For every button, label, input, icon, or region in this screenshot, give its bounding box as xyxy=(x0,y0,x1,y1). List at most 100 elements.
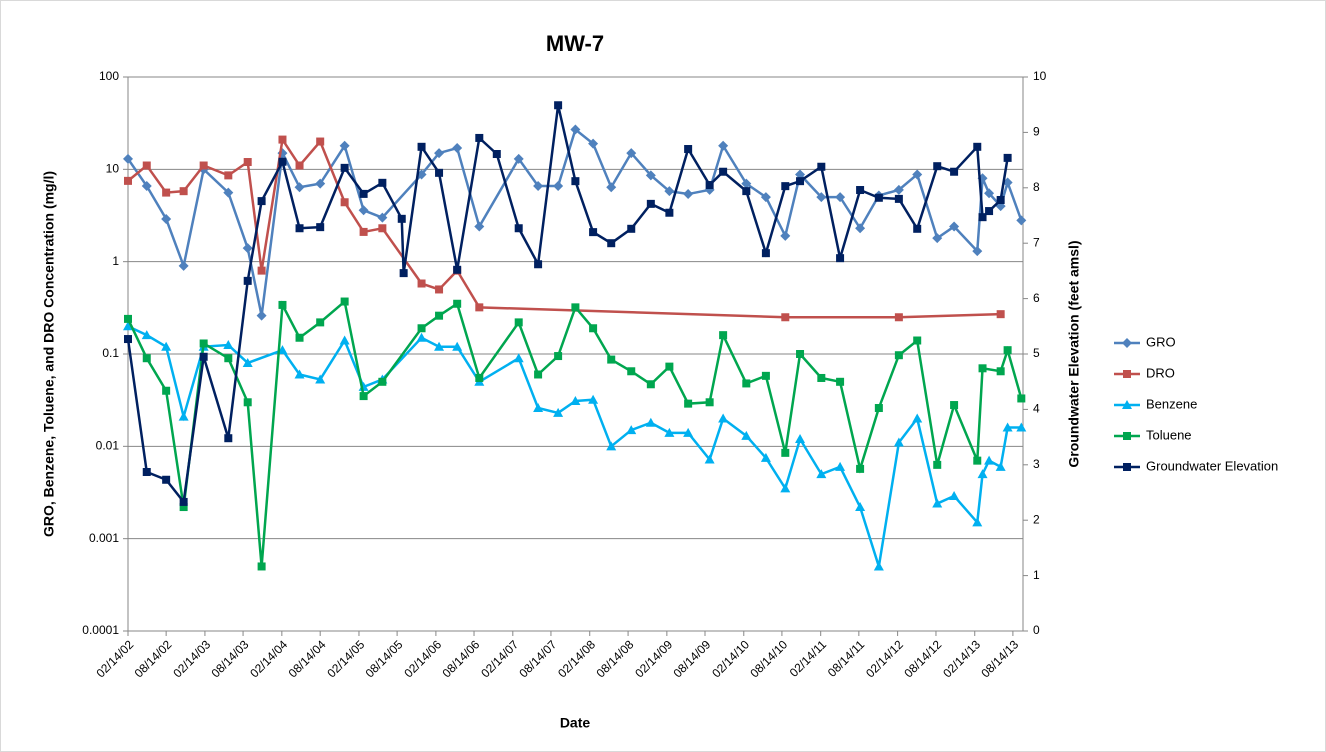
data-point xyxy=(950,401,959,410)
data-point xyxy=(932,233,943,244)
data-point xyxy=(588,138,599,149)
y2-tick-label: 6 xyxy=(1033,291,1040,305)
data-point xyxy=(514,318,523,327)
data-point xyxy=(742,379,751,388)
data-point xyxy=(781,448,790,457)
data-point xyxy=(894,351,903,360)
data-point xyxy=(242,357,253,367)
data-point xyxy=(141,330,152,340)
legend-label: GRO xyxy=(1146,334,1176,349)
data-point xyxy=(257,266,266,275)
data-point xyxy=(315,178,326,189)
data-point xyxy=(397,214,406,223)
data-point xyxy=(817,373,826,382)
y2-tick-label: 4 xyxy=(1033,402,1040,416)
data-point xyxy=(645,170,656,181)
data-point xyxy=(972,246,983,257)
y2-axis-title: Groundwater Elevation (feet amsl) xyxy=(1066,240,1082,467)
data-point xyxy=(796,350,805,358)
data-point xyxy=(972,517,983,527)
data-point xyxy=(316,137,325,146)
data-point xyxy=(435,285,444,294)
data-point xyxy=(359,227,368,236)
data-point xyxy=(199,339,208,348)
data-point xyxy=(741,178,752,189)
data-point xyxy=(684,399,693,408)
data-point xyxy=(817,162,826,171)
data-point xyxy=(1003,153,1012,162)
data-point xyxy=(1016,215,1027,226)
data-point xyxy=(142,161,151,170)
data-point xyxy=(607,239,616,248)
data-point xyxy=(949,221,960,232)
data-point xyxy=(492,150,501,159)
data-point xyxy=(780,230,791,241)
data-point xyxy=(683,189,694,200)
data-point xyxy=(684,145,693,154)
data-point xyxy=(162,386,171,395)
data-point xyxy=(718,140,729,151)
data-point xyxy=(742,187,751,196)
data-point xyxy=(855,502,866,512)
data-point xyxy=(933,162,942,171)
data-point xyxy=(294,369,305,379)
data-point xyxy=(453,265,462,274)
data-point xyxy=(665,208,674,217)
data-point xyxy=(224,354,233,363)
data-point xyxy=(339,140,350,151)
data-point xyxy=(179,503,188,512)
data-point xyxy=(142,354,151,363)
data-point xyxy=(571,303,580,312)
data-point xyxy=(795,434,806,444)
legend-marker xyxy=(1123,463,1131,471)
data-point xyxy=(664,427,675,437)
data-point xyxy=(399,269,408,278)
data-point xyxy=(984,188,995,199)
data-point xyxy=(533,180,544,191)
data-point xyxy=(162,475,171,484)
y-tick-label: 100 xyxy=(99,69,119,83)
data-point xyxy=(836,254,845,263)
data-point xyxy=(199,352,208,361)
y2-tick-label: 0 xyxy=(1033,623,1040,637)
legend-marker xyxy=(1122,400,1132,409)
data-point xyxy=(705,398,714,407)
data-point xyxy=(761,249,770,258)
data-point xyxy=(161,213,172,224)
data-point xyxy=(1002,422,1013,432)
data-point xyxy=(760,192,771,203)
data-point xyxy=(513,353,524,363)
data-point xyxy=(316,223,325,232)
data-point xyxy=(435,168,444,177)
data-point xyxy=(836,377,845,386)
series-line xyxy=(126,127,1023,316)
data-point xyxy=(359,189,368,198)
data-point xyxy=(932,498,943,508)
data-point xyxy=(781,182,790,191)
data-point xyxy=(950,167,959,176)
data-point xyxy=(378,224,387,233)
data-point xyxy=(978,364,987,373)
data-point xyxy=(912,169,923,180)
data-point xyxy=(339,335,350,345)
data-point xyxy=(294,182,305,193)
data-point xyxy=(453,299,462,308)
data-point xyxy=(256,310,267,321)
data-point xyxy=(893,437,904,447)
data-point xyxy=(894,313,903,322)
y-tick-label: 0.001 xyxy=(89,531,119,545)
data-point xyxy=(533,403,544,413)
data-point xyxy=(534,260,543,269)
data-point xyxy=(377,212,388,223)
y2-tick-label: 9 xyxy=(1033,125,1040,139)
data-point xyxy=(1016,422,1027,432)
data-point xyxy=(340,163,349,172)
legend-marker xyxy=(1123,432,1131,440)
data-point xyxy=(534,370,543,379)
data-point xyxy=(378,377,387,386)
data-point xyxy=(874,193,883,202)
data-point xyxy=(996,195,1005,204)
legend-label: Groundwater Elevation xyxy=(1146,458,1278,473)
data-point xyxy=(359,392,368,401)
